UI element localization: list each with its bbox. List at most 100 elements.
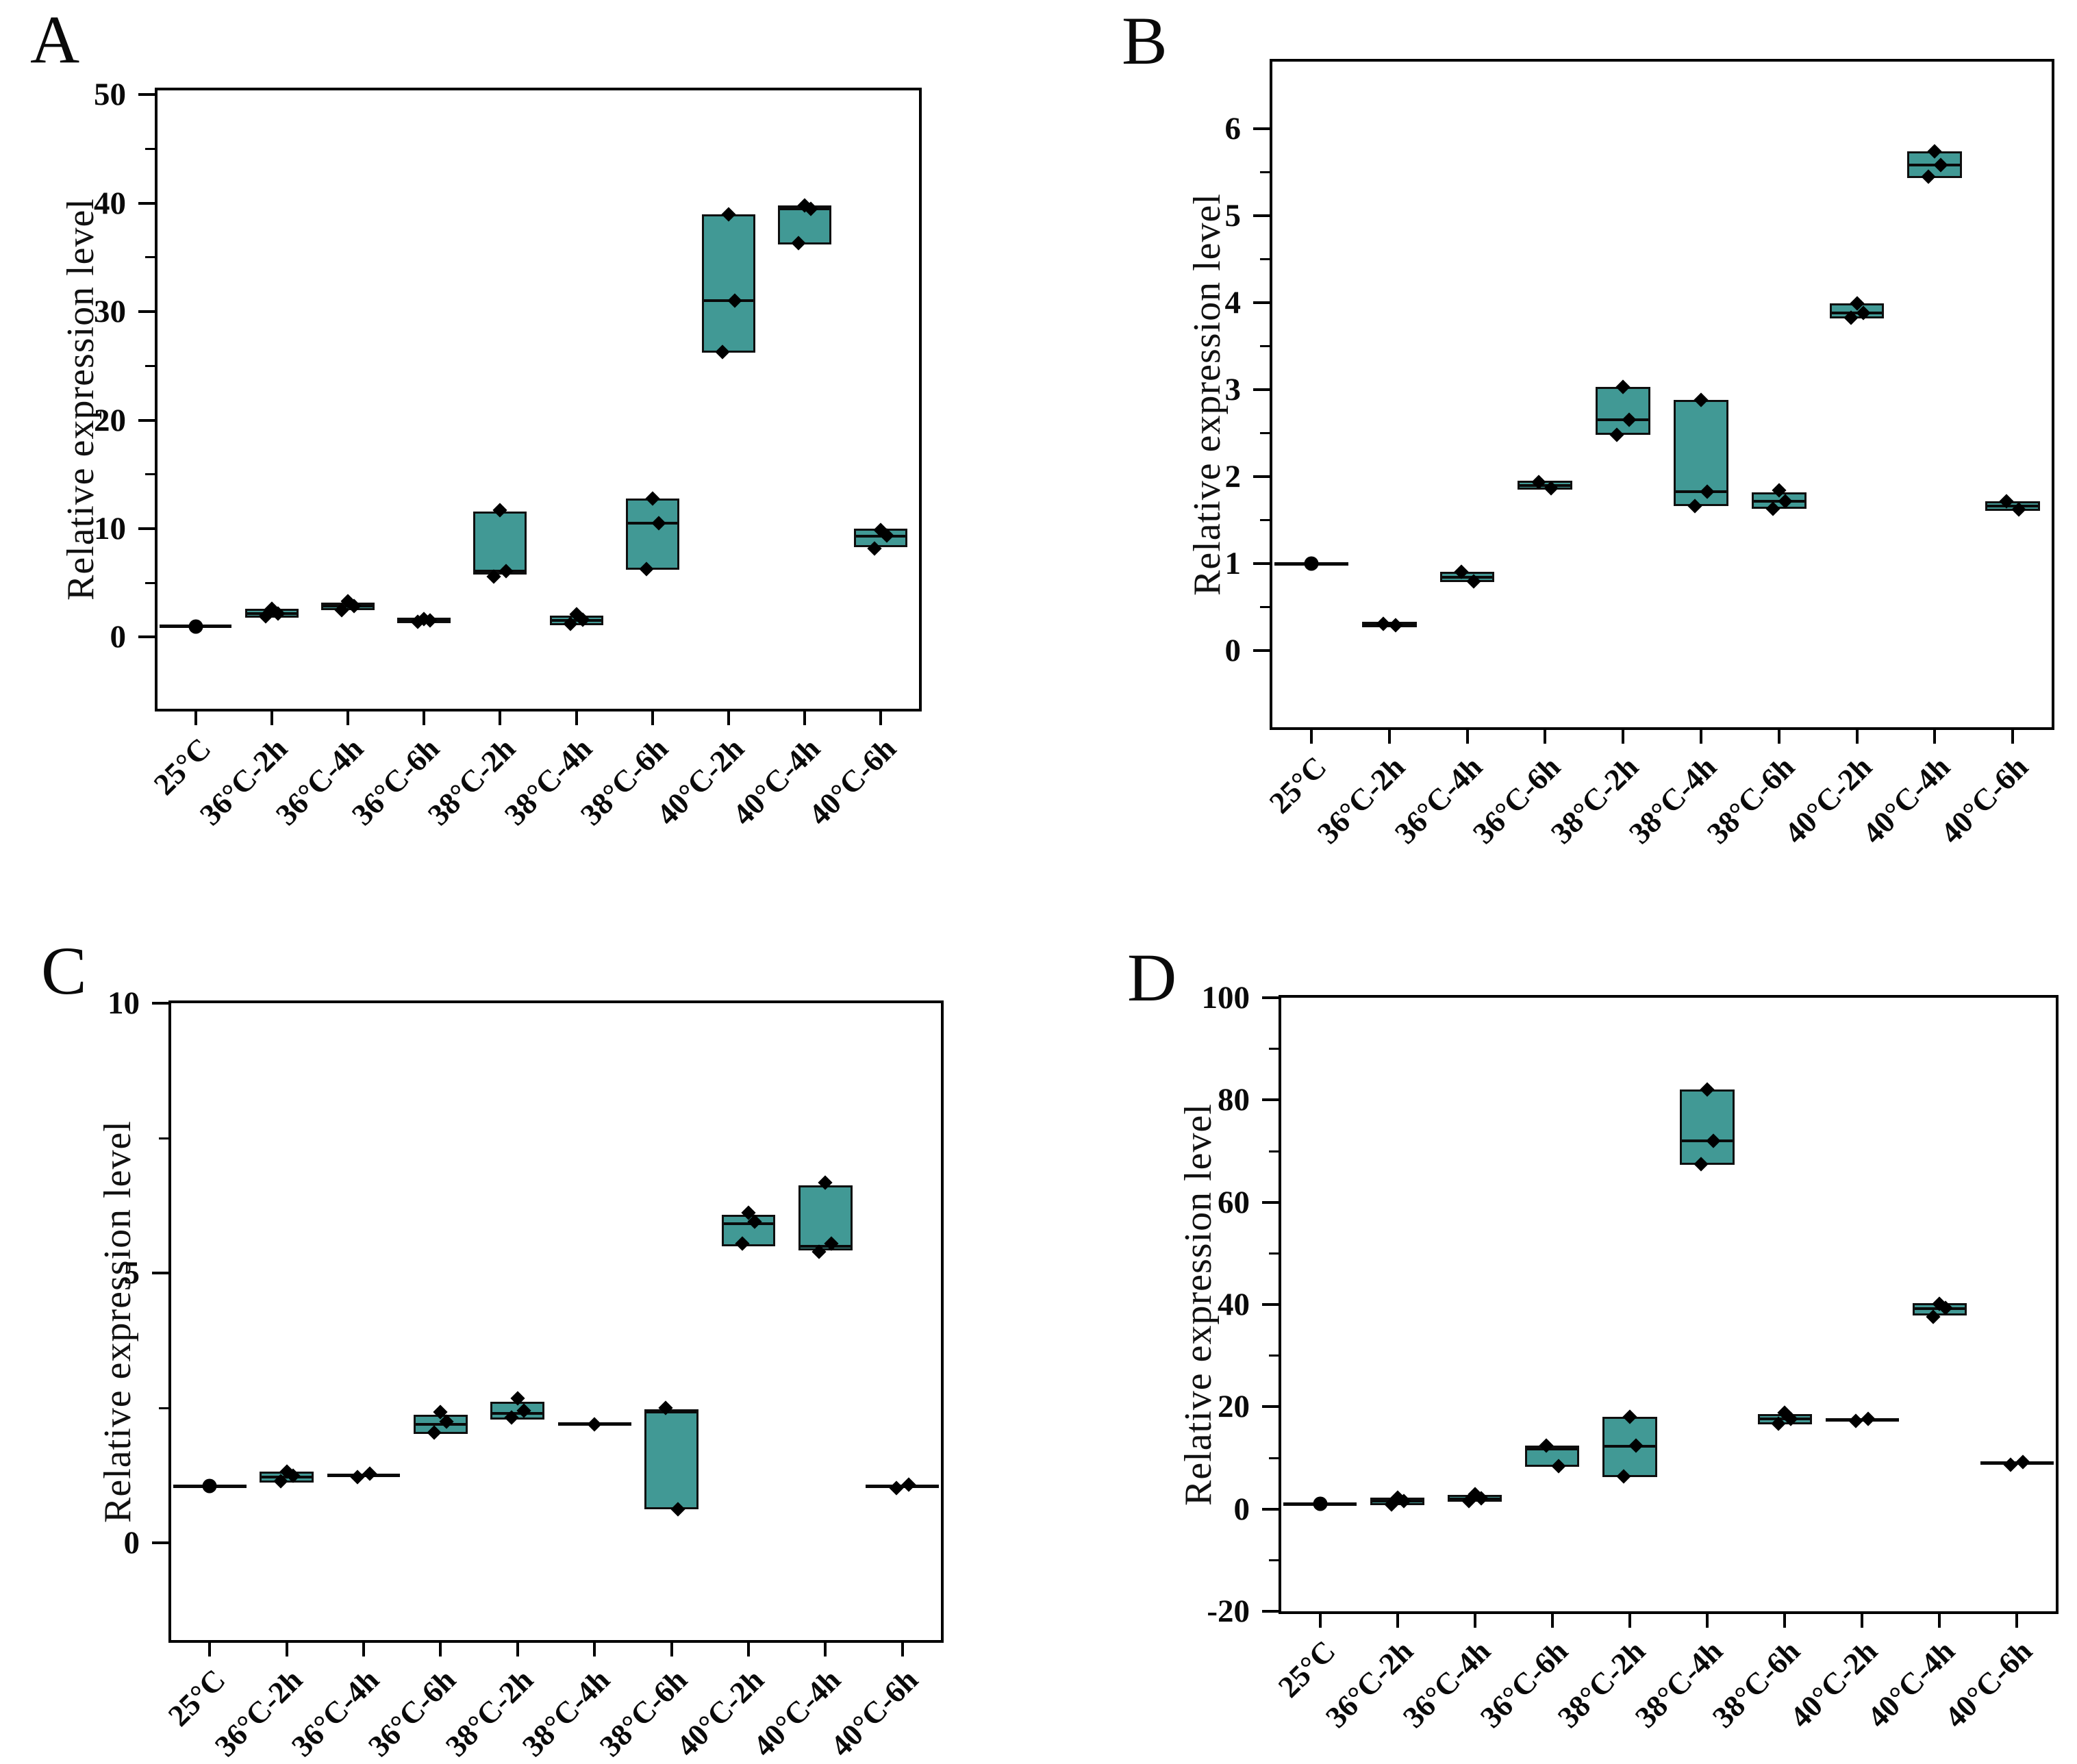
data-point (362, 1466, 377, 1481)
y-minor-tick (159, 1137, 168, 1139)
median-line (1520, 483, 1571, 487)
y-tick-label: -20 (1207, 1593, 1250, 1629)
y-minor-tick (145, 364, 155, 367)
x-tick (901, 1640, 904, 1656)
x-tick (2011, 727, 2015, 744)
y-tick (138, 201, 155, 205)
x-tick-label: 25°C (1263, 749, 1333, 820)
y-tick (152, 1272, 168, 1275)
box (798, 1185, 853, 1250)
x-tick-label: 25°C (161, 1662, 232, 1733)
x-tick (285, 1640, 288, 1656)
y-tick (152, 1002, 168, 1005)
y-tick-label: 6 (1224, 110, 1242, 147)
x-tick (208, 1640, 212, 1656)
y-tick-label: 50 (94, 77, 126, 113)
x-tick (747, 1640, 750, 1656)
x-tick-label: 36°C-4h (1396, 1633, 1497, 1735)
x-tick (803, 709, 807, 725)
y-tick-label: 10 (94, 511, 126, 547)
y-tick (1262, 1405, 1279, 1409)
y-tick-label: 5 (123, 1255, 140, 1292)
x-tick-label: 25°C (1271, 1633, 1342, 1704)
panel-letter-d: D (1127, 940, 1177, 1016)
box (702, 214, 755, 353)
data-point (202, 1478, 217, 1494)
x-tick-label: 38°C-6h (1700, 749, 1801, 850)
x-tick (651, 709, 654, 725)
x-tick (1465, 727, 1469, 744)
data-point (2015, 1454, 2031, 1470)
x-tick (575, 709, 578, 725)
data-point (1388, 618, 1403, 633)
x-tick (1396, 1611, 1399, 1628)
y-minor-tick (1260, 519, 1270, 522)
y-minor-tick (1269, 1457, 1279, 1459)
y-minor-tick (145, 148, 155, 151)
y-tick-label: 20 (94, 402, 126, 438)
x-tick (1855, 727, 1859, 744)
y-tick (1253, 562, 1270, 566)
data-point (587, 1417, 602, 1432)
panel-letter-a: A (30, 1, 80, 77)
x-tick-label: 38°C-2h (1544, 749, 1646, 850)
box (473, 511, 527, 575)
data-point (1376, 616, 1391, 631)
x-tick (1706, 1611, 1709, 1628)
plot-area-d: -20 0 20 40 60 80 100 25°C 36°C-2h 36°C-4h 36°C-6h… (1202, 980, 2059, 1735)
x-tick (1550, 1611, 1554, 1628)
y-axis-title-c: Relative expression level (97, 1120, 139, 1523)
panel-letter-b: B (1122, 3, 1168, 79)
data-point (350, 1470, 365, 1485)
y-minor-tick (145, 581, 155, 584)
data-point (188, 619, 203, 634)
y-tick-label: 0 (1233, 1491, 1250, 1527)
y-tick-label: 30 (94, 294, 126, 330)
y-tick (138, 635, 155, 639)
x-tick (1777, 727, 1780, 744)
y-tick (1253, 127, 1270, 130)
x-tick-label: 38°C-4h (1628, 1633, 1730, 1735)
x-tick (1544, 727, 1547, 744)
y-minor-tick (1260, 344, 1270, 347)
x-tick (194, 709, 197, 725)
y-tick-label: 4 (1224, 284, 1242, 320)
y-tick (138, 310, 155, 314)
x-tick (499, 709, 502, 725)
y-minor-tick (159, 1407, 168, 1409)
y-tick-label: 0 (123, 1525, 140, 1561)
x-tick (439, 1640, 442, 1656)
median-line (416, 1422, 466, 1426)
x-tick (593, 1640, 596, 1656)
x-tick-label: 38°C-6h (1706, 1633, 1807, 1735)
y-minor-tick (1260, 171, 1270, 173)
y-minor-tick (1269, 1048, 1279, 1050)
data-point (901, 1477, 916, 1492)
x-tick (2015, 1611, 2019, 1628)
x-tick-label: 36°C-2h (1318, 1633, 1420, 1735)
x-tick (1628, 1611, 1631, 1628)
x-tick (1309, 727, 1313, 744)
data-point (1848, 1413, 1863, 1428)
x-tick-label: 40°C-6h (823, 1662, 924, 1763)
y-tick (1253, 649, 1270, 653)
data-point (1861, 1411, 1876, 1426)
median-line (1527, 1447, 1578, 1450)
x-tick (1387, 727, 1391, 744)
y-tick-label: 0 (110, 619, 127, 655)
y-minor-tick (1269, 1559, 1279, 1561)
x-tick-label: 36°C-2h (1310, 749, 1411, 850)
y-tick (1253, 301, 1270, 304)
x-tick (1861, 1611, 1864, 1628)
x-tick (270, 709, 273, 725)
y-minor-tick (1269, 1354, 1279, 1357)
data-point (1313, 1496, 1328, 1511)
y-minor-tick (145, 473, 155, 476)
x-tick (1622, 727, 1625, 744)
x-tick-label: 40°C-2h (1783, 1633, 1885, 1735)
x-tick-label: 36°C-4h (1388, 749, 1489, 850)
x-tick (1318, 1611, 1322, 1628)
y-minor-tick (145, 256, 155, 259)
data-point (889, 1480, 904, 1496)
y-minor-tick (1269, 1252, 1279, 1255)
